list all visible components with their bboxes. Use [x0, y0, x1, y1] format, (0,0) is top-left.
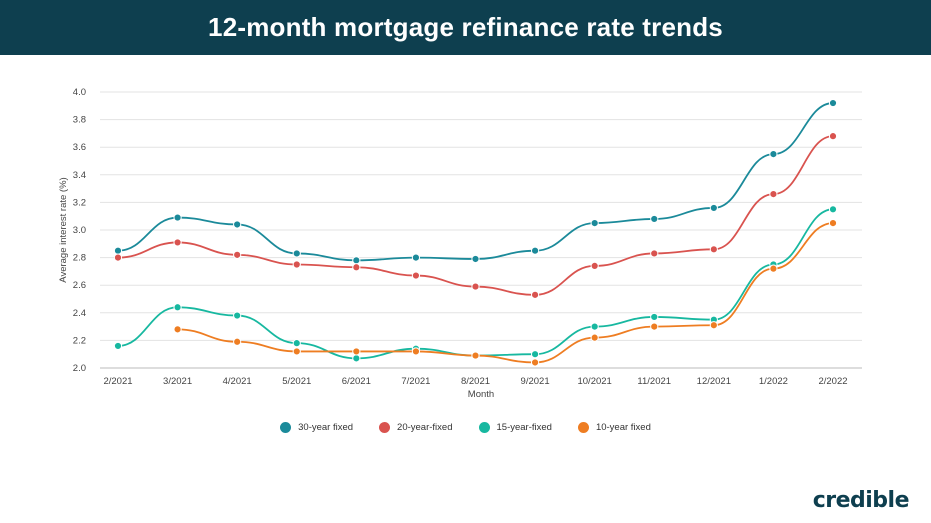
data-point: [173, 238, 182, 247]
x-tick-label: 1/2022: [759, 376, 788, 387]
data-point: [173, 325, 182, 334]
x-tick-label: 7/2021: [401, 376, 430, 387]
y-tick-label: 2.2: [73, 335, 86, 346]
data-point: [352, 263, 361, 272]
x-tick-label: 2/2022: [818, 376, 847, 387]
series-lines: [117, 102, 834, 364]
y-tick-label: 2.0: [73, 363, 86, 374]
data-point: [233, 220, 242, 229]
x-tick-label: 2/2021: [103, 376, 132, 387]
data-point: [530, 350, 540, 359]
data-point: [292, 347, 301, 356]
data-point: [352, 256, 361, 265]
legend-item: 15-year-fixed: [478, 422, 552, 433]
brand-logo: credible: [812, 488, 910, 513]
y-tick-label: 3.4: [73, 170, 86, 181]
x-tick-label: 12/2021: [697, 376, 731, 387]
series-line-0: [117, 102, 834, 262]
data-point: [590, 219, 599, 228]
legend-label: 30-year fixed: [298, 422, 354, 433]
data-point: [530, 246, 540, 255]
data-point: [411, 347, 421, 356]
legend-label: 15-year-fixed: [496, 422, 552, 433]
legend-swatch: [478, 422, 490, 433]
data-point: [411, 253, 421, 262]
data-point: [113, 246, 123, 255]
y-tick-label: 3.2: [73, 197, 86, 208]
x-tick-label: 9/2021: [521, 376, 550, 387]
data-point: [113, 253, 123, 262]
x-tick-label: 6/2021: [342, 376, 371, 387]
legend-label: 10-year fixed: [595, 422, 651, 433]
y-tick-label: 3.8: [73, 115, 86, 126]
x-tick-label: 10/2021: [577, 376, 611, 387]
data-point: [233, 311, 242, 320]
data-point: [173, 303, 182, 312]
data-point: [292, 339, 301, 348]
data-point: [590, 333, 599, 342]
y-tick-label: 3.0: [73, 225, 86, 236]
grid-lines: [100, 91, 862, 369]
legend-label: 20-year-fixed: [397, 422, 453, 433]
legend-swatch: [577, 422, 589, 433]
data-point: [113, 341, 123, 351]
data-point: [471, 254, 480, 264]
data-point: [471, 351, 480, 360]
x-tick-label: 11/2021: [637, 376, 671, 387]
x-tick-label: 5/2021: [282, 376, 311, 387]
data-point: [233, 250, 242, 259]
data-point: [352, 354, 361, 363]
data-point: [709, 321, 718, 330]
legend-item: 20-year-fixed: [379, 422, 453, 433]
legend-item: 10-year fixed: [577, 422, 651, 433]
data-point: [828, 219, 838, 228]
data-point: [233, 337, 242, 346]
data-point: [530, 290, 540, 299]
page-title: 12-month mortgage refinance rate trends: [208, 12, 723, 42]
series-points: [113, 98, 838, 367]
data-point: [828, 132, 838, 141]
data-point: [173, 213, 182, 222]
data-point: [828, 205, 838, 214]
data-point: [411, 271, 421, 280]
data-point: [709, 203, 718, 213]
line-chart: 2.0 2.2 2.4 2.6 2.8 3.0 3.2 3.4 3.6 3.8 4.0 2/2021…: [58, 87, 862, 400]
legend: 30-year fixed 20-year-fixed 15-year-fixed 1…: [0, 422, 931, 433]
data-point: [650, 249, 659, 258]
data-point: [828, 98, 838, 108]
data-point: [769, 264, 778, 273]
data-point: [292, 260, 301, 269]
y-tick-label: 3.6: [73, 142, 86, 153]
data-point: [352, 347, 361, 356]
y-tick-label: 4.0: [73, 87, 86, 98]
data-point: [769, 190, 778, 199]
y-tick-label: 2.4: [73, 308, 86, 319]
data-point: [650, 322, 659, 331]
data-point: [530, 358, 540, 367]
data-point: [650, 312, 659, 322]
data-point: [650, 214, 659, 224]
y-axis-ticks: 2.0 2.2 2.4 2.6 2.8 3.0 3.2 3.4 3.6 3.8 4.0: [73, 87, 86, 374]
y-tick-label: 2.6: [73, 280, 86, 291]
legend-swatch: [379, 422, 391, 433]
y-tick-label: 2.8: [73, 253, 86, 264]
series-line-1: [117, 135, 834, 296]
x-axis-label: Month: [468, 389, 494, 400]
legend-swatch: [280, 422, 292, 433]
data-point: [292, 249, 301, 258]
data-point: [471, 282, 480, 291]
x-tick-label: 3/2021: [163, 376, 192, 387]
data-point: [590, 322, 599, 331]
y-axis-label: Average interest rate (%): [58, 177, 69, 282]
series-line-3: [177, 222, 834, 364]
x-axis-ticks: 2/2021 3/2021 4/2021 5/2021 6/2021 7/2021 8/20…: [103, 376, 847, 387]
data-point: [709, 245, 718, 254]
x-tick-label: 8/2021: [461, 376, 490, 387]
x-tick-label: 4/2021: [223, 376, 252, 387]
data-point: [769, 150, 778, 159]
title-banner: 12-month mortgage refinance rate trends: [0, 0, 931, 55]
data-point: [590, 261, 599, 270]
legend-item: 30-year fixed: [280, 422, 353, 433]
